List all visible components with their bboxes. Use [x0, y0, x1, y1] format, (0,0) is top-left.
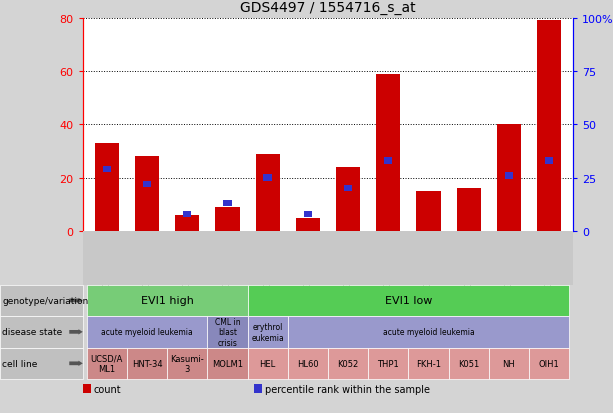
Text: FKH-1: FKH-1: [416, 359, 441, 368]
Text: EVI1 low: EVI1 low: [385, 296, 432, 306]
Bar: [135, 157, 159, 231]
Text: CML in
blast
crisis: CML in blast crisis: [215, 317, 240, 347]
Bar: [545, 158, 554, 164]
Bar: [143, 181, 151, 188]
Text: cell line: cell line: [2, 359, 38, 368]
Text: K052: K052: [337, 359, 359, 368]
Bar: [296, 218, 320, 231]
Bar: [497, 125, 521, 231]
Text: genotype/variation: genotype/variation: [2, 296, 89, 305]
Bar: [344, 185, 352, 192]
Text: THP1: THP1: [378, 359, 399, 368]
Text: disease state: disease state: [2, 328, 63, 337]
Bar: [175, 215, 199, 231]
Bar: [336, 168, 360, 231]
Text: HEL: HEL: [259, 359, 276, 368]
Bar: [223, 200, 232, 207]
Text: NH: NH: [503, 359, 515, 368]
Bar: [384, 158, 392, 164]
Text: EVI1 high: EVI1 high: [141, 296, 194, 306]
Text: count: count: [94, 384, 121, 394]
Bar: [183, 211, 191, 218]
Bar: [95, 144, 119, 231]
Text: acute myeloid leukemia: acute myeloid leukemia: [101, 328, 193, 337]
Bar: [457, 189, 481, 231]
Text: acute myeloid leukemia: acute myeloid leukemia: [383, 328, 474, 337]
Bar: [215, 207, 240, 231]
Bar: [504, 173, 513, 179]
Text: MOLM1: MOLM1: [212, 359, 243, 368]
Text: HNT-34: HNT-34: [132, 359, 162, 368]
Title: GDS4497 / 1554716_s_at: GDS4497 / 1554716_s_at: [240, 1, 416, 15]
Text: Kasumi-
3: Kasumi- 3: [170, 354, 204, 373]
Bar: [416, 191, 441, 231]
Text: percentile rank within the sample: percentile rank within the sample: [265, 384, 430, 394]
Bar: [256, 154, 280, 231]
Text: HL60: HL60: [297, 359, 319, 368]
Text: OIH1: OIH1: [539, 359, 560, 368]
Bar: [102, 166, 111, 173]
Text: UCSD/A
ML1: UCSD/A ML1: [91, 354, 123, 373]
Bar: [264, 175, 272, 181]
Text: K051: K051: [458, 359, 479, 368]
Text: erythrol
eukemia: erythrol eukemia: [251, 323, 284, 342]
Bar: [537, 21, 561, 231]
Bar: [303, 211, 312, 218]
Bar: [376, 74, 400, 231]
